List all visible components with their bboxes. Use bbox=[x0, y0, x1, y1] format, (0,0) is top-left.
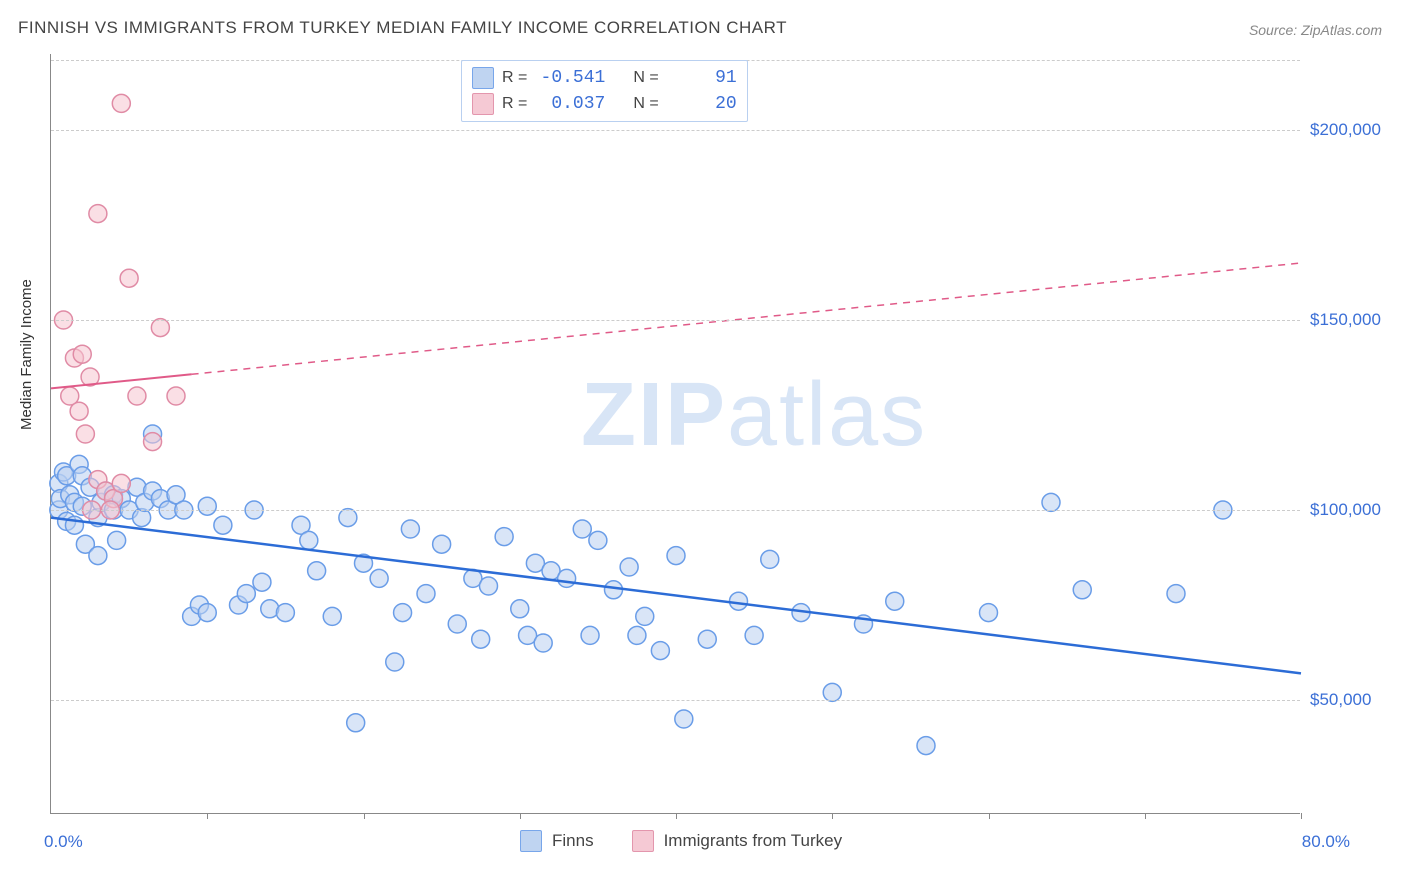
data-point bbox=[198, 604, 216, 622]
data-point bbox=[730, 592, 748, 610]
data-point bbox=[1167, 585, 1185, 603]
legend-row-series-0: R = -0.541 N = 91 bbox=[472, 65, 737, 91]
data-point bbox=[237, 585, 255, 603]
data-point bbox=[1042, 493, 1060, 511]
data-point bbox=[745, 626, 763, 644]
data-point bbox=[651, 642, 669, 660]
data-point bbox=[370, 569, 388, 587]
data-point bbox=[198, 497, 216, 515]
data-point bbox=[89, 205, 107, 223]
n-value-1: 20 bbox=[667, 94, 737, 114]
gridline bbox=[51, 130, 1300, 131]
data-point bbox=[480, 577, 498, 595]
data-point bbox=[628, 626, 646, 644]
data-point bbox=[667, 547, 685, 565]
x-tick bbox=[832, 813, 833, 819]
legend-bottom-label-0: Finns bbox=[552, 831, 594, 851]
n-value-0: 91 bbox=[667, 68, 737, 88]
gridline bbox=[51, 510, 1300, 511]
plot-area: ZIPatlas R = -0.541 N = 91 R = 0.037 N =… bbox=[50, 54, 1300, 814]
data-point bbox=[386, 653, 404, 671]
data-point bbox=[823, 683, 841, 701]
data-point bbox=[433, 535, 451, 553]
chart-container: FINNISH VS IMMIGRANTS FROM TURKEY MEDIAN… bbox=[0, 0, 1406, 892]
data-point bbox=[128, 387, 146, 405]
data-point bbox=[589, 531, 607, 549]
legend-bottom-swatch-1 bbox=[632, 830, 654, 852]
x-tick bbox=[1301, 813, 1302, 819]
r-value-0: -0.541 bbox=[535, 68, 605, 88]
data-point bbox=[917, 737, 935, 755]
x-tick bbox=[676, 813, 677, 819]
data-point bbox=[70, 402, 88, 420]
data-point bbox=[472, 630, 490, 648]
chart-title: FINNISH VS IMMIGRANTS FROM TURKEY MEDIAN… bbox=[18, 18, 787, 38]
correlation-legend: R = -0.541 N = 91 R = 0.037 N = 20 bbox=[461, 60, 748, 122]
data-point bbox=[448, 615, 466, 633]
data-point bbox=[534, 634, 552, 652]
y-tick-label: $150,000 bbox=[1310, 310, 1381, 330]
data-point bbox=[401, 520, 419, 538]
data-point bbox=[495, 528, 513, 546]
data-point bbox=[675, 710, 693, 728]
data-point bbox=[120, 269, 138, 287]
data-point bbox=[108, 531, 126, 549]
y-axis-label: Median Family Income bbox=[18, 279, 35, 430]
data-point bbox=[253, 573, 271, 591]
data-point bbox=[76, 425, 94, 443]
source-label: Source: ZipAtlas.com bbox=[1249, 22, 1382, 38]
data-point bbox=[112, 94, 130, 112]
data-point bbox=[323, 607, 341, 625]
data-point bbox=[886, 592, 904, 610]
data-point bbox=[112, 474, 130, 492]
x-tick bbox=[364, 813, 365, 819]
data-point bbox=[558, 569, 576, 587]
legend-swatch-0 bbox=[472, 67, 494, 89]
gridline bbox=[51, 700, 1300, 701]
y-tick-label: $200,000 bbox=[1310, 120, 1381, 140]
data-point bbox=[698, 630, 716, 648]
x-min-label: 0.0% bbox=[44, 832, 83, 852]
data-point bbox=[167, 387, 185, 405]
data-point bbox=[511, 600, 529, 618]
data-point bbox=[214, 516, 232, 534]
series-legend: Finns Immigrants from Turkey bbox=[520, 830, 842, 852]
data-point bbox=[276, 604, 294, 622]
data-point bbox=[980, 604, 998, 622]
legend-row-series-1: R = 0.037 N = 20 bbox=[472, 91, 737, 117]
data-point bbox=[1073, 581, 1091, 599]
data-point bbox=[144, 433, 162, 451]
gridline bbox=[51, 320, 1300, 321]
x-max-label: 80.0% bbox=[1302, 832, 1350, 852]
data-point bbox=[394, 604, 412, 622]
data-point bbox=[151, 319, 169, 337]
data-point bbox=[300, 531, 318, 549]
data-point bbox=[89, 547, 107, 565]
x-tick bbox=[989, 813, 990, 819]
data-point bbox=[636, 607, 654, 625]
data-point bbox=[308, 562, 326, 580]
x-tick bbox=[1145, 813, 1146, 819]
x-tick bbox=[207, 813, 208, 819]
y-tick-label: $50,000 bbox=[1310, 690, 1371, 710]
legend-bottom-swatch-0 bbox=[520, 830, 542, 852]
data-point bbox=[581, 626, 599, 644]
data-point bbox=[605, 581, 623, 599]
data-point bbox=[339, 509, 357, 527]
x-tick bbox=[520, 813, 521, 819]
r-value-1: 0.037 bbox=[535, 94, 605, 114]
data-point bbox=[73, 345, 91, 363]
trend-line-solid bbox=[51, 374, 192, 388]
data-point bbox=[573, 520, 591, 538]
y-tick-label: $100,000 bbox=[1310, 500, 1381, 520]
data-point bbox=[761, 550, 779, 568]
data-point bbox=[417, 585, 435, 603]
legend-swatch-1 bbox=[472, 93, 494, 115]
data-point bbox=[620, 558, 638, 576]
legend-bottom-label-1: Immigrants from Turkey bbox=[664, 831, 843, 851]
data-point bbox=[347, 714, 365, 732]
trend-line-dashed bbox=[192, 263, 1301, 374]
